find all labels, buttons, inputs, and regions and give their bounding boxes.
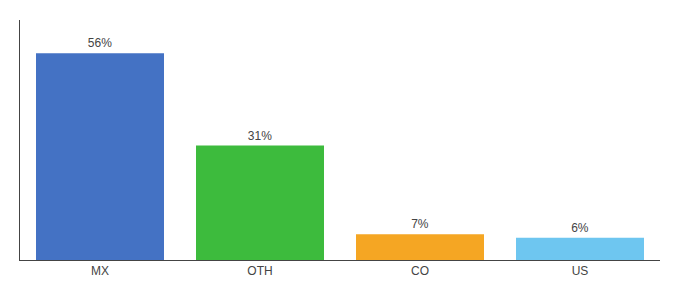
svg-text:7%: 7% [411, 217, 429, 231]
svg-text:OTH: OTH [247, 264, 272, 278]
svg-text:31%: 31% [248, 129, 272, 143]
svg-text:MX: MX [91, 264, 109, 278]
svg-text:US: US [572, 264, 589, 278]
svg-text:6%: 6% [571, 221, 589, 235]
svg-text:CO: CO [411, 264, 429, 278]
svg-text:56%: 56% [88, 36, 112, 50]
